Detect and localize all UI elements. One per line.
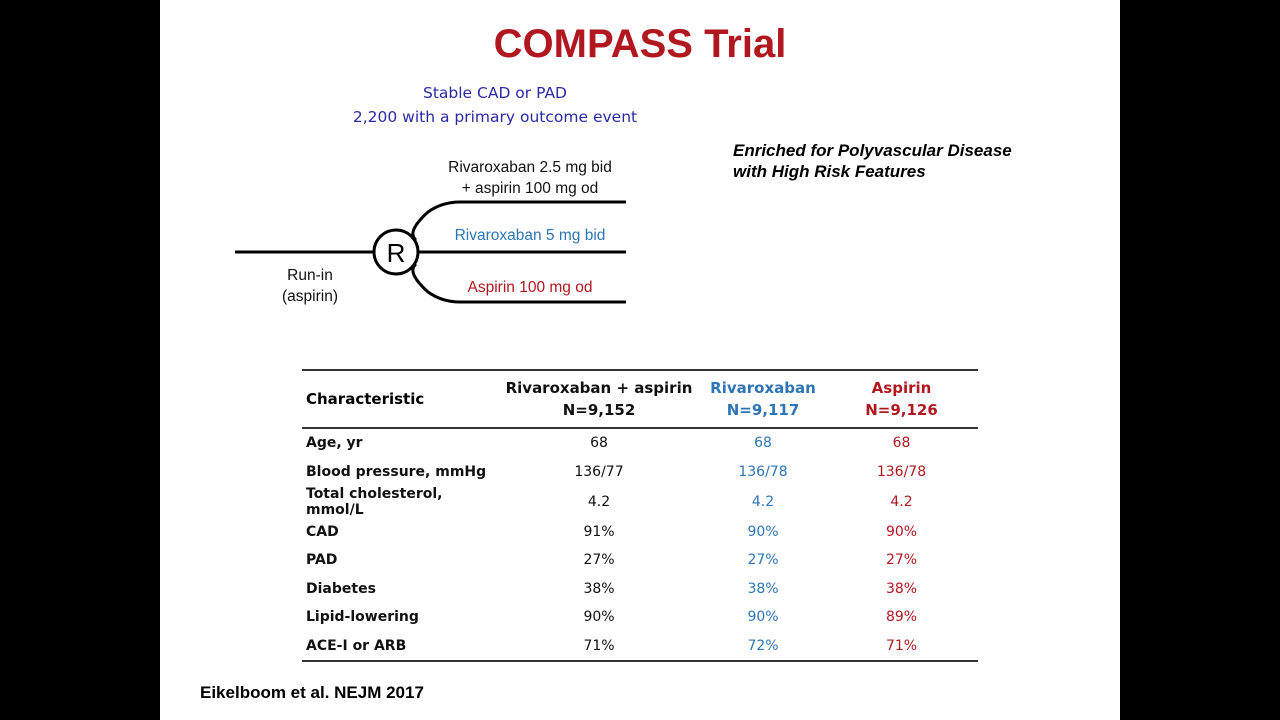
value-combination: 90% <box>583 609 615 626</box>
header-combination-name: Rivaroxaban + aspirin <box>505 379 693 397</box>
header-aspirin: Aspirin N=9,126 <box>825 370 978 428</box>
table-row: Diabetes 38% 38% 38% <box>302 575 978 603</box>
table-header-row: Characteristic Rivaroxaban + aspirin N=9… <box>302 370 978 428</box>
row-label: Total cholesterol, mmol/L <box>306 485 443 518</box>
trial-design-diagram: R <box>235 200 626 304</box>
table-row: Lipid-lowering 90% 90% 89% <box>302 603 978 631</box>
header-rivaroxaban-n: N=9,117 <box>726 401 800 419</box>
row-label: Age, yr <box>306 435 363 452</box>
value-rivaroxaban: 38% <box>747 580 779 597</box>
header-combination-n: N=9,152 <box>562 401 636 419</box>
row-label: ACE-I or ARB <box>306 637 407 654</box>
value-rivaroxaban: 4.2 <box>751 493 775 510</box>
value-aspirin: 4.2 <box>890 493 913 510</box>
run-in-label: Run-in (aspirin) <box>260 265 360 307</box>
randomization-symbol: R <box>387 238 406 268</box>
row-label: Diabetes <box>306 580 376 597</box>
value-combination: 91% <box>583 523 615 540</box>
row-label: Lipid-lowering <box>306 609 419 626</box>
value-combination: 71% <box>583 637 615 654</box>
slide-title: COMPASS Trial <box>493 22 787 66</box>
enrichment-note: Enriched for Polyvascular Disease with H… <box>733 140 1012 182</box>
value-combination: 136/77 <box>574 463 624 480</box>
row-label: PAD <box>306 552 338 569</box>
arm-branch-bottom <box>411 262 626 304</box>
header-rivaroxaban: Rivaroxaban N=9,117 <box>701 370 825 428</box>
table-row: PAD 27% 27% 27% <box>302 546 978 574</box>
value-aspirin: 90% <box>885 523 918 540</box>
table-row: ACE-I or ARB 71% 72% 71% <box>302 631 978 661</box>
value-combination: 38% <box>583 580 615 597</box>
row-label: Blood pressure, mmHg <box>306 463 487 480</box>
arm-combination-line-1: Rivaroxaban 2.5 mg bid <box>448 159 612 176</box>
arm-rivaroxaban-label: Rivaroxaban 5 mg bid <box>454 227 606 244</box>
value-aspirin: 38% <box>885 580 918 597</box>
value-combination: 68 <box>590 435 608 452</box>
value-aspirin: 71% <box>885 637 918 654</box>
arm-combination-label: Rivaroxaban 2.5 mg bid + aspirin 100 mg … <box>420 157 640 199</box>
table-row: CAD 91% 90% 90% <box>302 518 978 546</box>
value-aspirin: 136/78 <box>876 463 927 480</box>
value-rivaroxaban: 90% <box>747 523 779 540</box>
baseline-characteristics-table: Characteristic Rivaroxaban + aspirin N=9… <box>302 369 978 662</box>
value-rivaroxaban: 68 <box>754 435 772 452</box>
value-aspirin: 27% <box>885 552 918 569</box>
citation: Eikelboom et al. NEJM 2017 <box>200 683 424 702</box>
run-in-line-1: Run-in <box>287 267 333 284</box>
row-label: CAD <box>306 523 339 540</box>
run-in-line-2: (aspirin) <box>282 288 338 305</box>
arm-combination-line-2: + aspirin 100 mg od <box>461 180 599 197</box>
header-characteristic: Characteristic <box>306 390 425 408</box>
header-aspirin-name: Aspirin <box>871 379 932 397</box>
value-rivaroxaban: 90% <box>747 609 779 626</box>
arm-branch-top <box>411 200 626 242</box>
value-aspirin: 89% <box>885 609 918 626</box>
table-row: Blood pressure, mmHg 136/77 136/78 136/7… <box>302 457 978 485</box>
population-line-2: 2,200 with a primary outcome event <box>352 108 638 126</box>
population-line-1: Stable CAD or PAD <box>423 84 567 102</box>
value-rivaroxaban: 72% <box>747 637 779 654</box>
slide: COMPASS Trial Stable CAD or PAD 2,200 wi… <box>160 0 1120 720</box>
header-aspirin-n: N=9,126 <box>865 401 938 419</box>
value-combination: 4.2 <box>587 493 611 510</box>
table-row: Age, yr 68 68 68 <box>302 428 978 457</box>
table-row: Total cholesterol, mmol/L 4.2 4.2 4.2 <box>302 486 978 518</box>
header-rivaroxaban-name: Rivaroxaban <box>710 379 816 397</box>
value-rivaroxaban: 27% <box>747 552 779 569</box>
arm-aspirin-label: Aspirin 100 mg od <box>467 279 593 296</box>
enrichment-note-line-2: with High Risk Features <box>733 162 926 181</box>
enrichment-note-line-1: Enriched for Polyvascular Disease <box>733 141 1012 160</box>
value-combination: 27% <box>583 552 615 569</box>
value-aspirin: 68 <box>892 435 911 452</box>
header-combination: Rivaroxaban + aspirin N=9,152 <box>497 370 701 428</box>
value-rivaroxaban: 136/78 <box>738 463 788 480</box>
